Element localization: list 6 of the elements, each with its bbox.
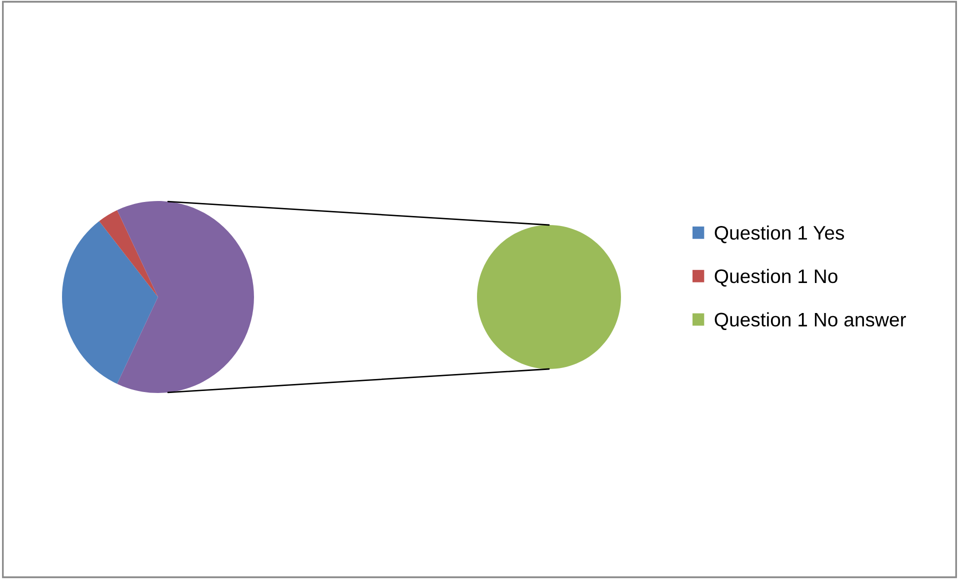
pie-slice — [117, 201, 254, 393]
legend-label: Question 1 No answer — [714, 312, 906, 330]
pie-slice — [99, 210, 158, 297]
legend-label: Question 1 Yes — [714, 225, 844, 244]
legend-label: Question 1 No — [714, 268, 838, 287]
pie-slice — [62, 221, 158, 384]
